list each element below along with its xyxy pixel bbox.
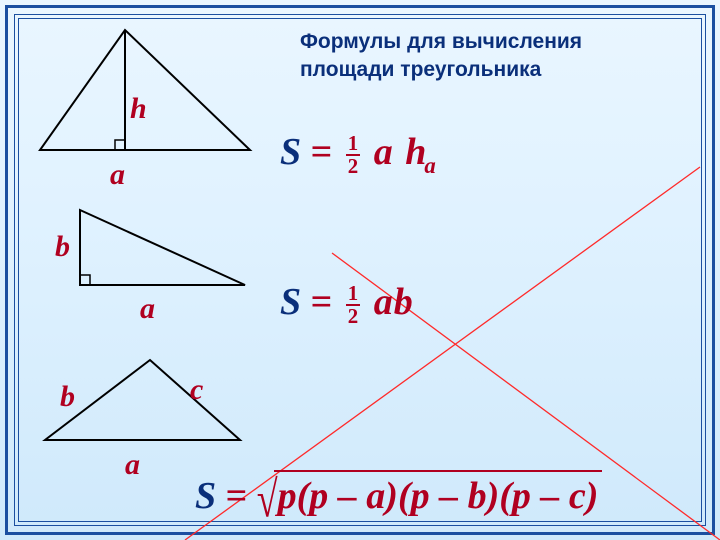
tri2-label-b: b: [55, 230, 70, 264]
formula-3: S = √p(p – a)(p – b)(p – c): [195, 470, 602, 518]
f1-sub-a: a: [424, 153, 435, 178]
tri3-label-b: b: [60, 380, 75, 414]
sqrt-icon: √: [257, 470, 278, 529]
f1-half-num: 1: [346, 133, 360, 156]
f2-half: 1 2: [346, 283, 360, 327]
formula-2: S = 1 2 ab: [280, 280, 413, 327]
f2-b: b: [394, 281, 413, 323]
formula-1: S = 1 2 a ha: [280, 130, 436, 179]
tri2-label-a: a: [140, 292, 155, 326]
f2-eq: =: [311, 281, 342, 323]
f1-half-den: 2: [346, 156, 360, 177]
tri3-label-c: c: [190, 373, 203, 407]
triangle-2: [80, 210, 245, 285]
diagram-stage: [0, 0, 720, 540]
f1-S: S: [280, 131, 301, 173]
tri1-label-h: h: [130, 92, 147, 126]
f1-eq: =: [311, 131, 342, 173]
f1-half: 1 2: [346, 133, 360, 177]
f1-a: a: [374, 131, 393, 173]
f3-eq: =: [226, 475, 248, 517]
f2-S: S: [280, 281, 301, 323]
f3-S: S: [195, 475, 216, 517]
triangle-1: [40, 30, 250, 150]
right-angle-mark-1: [115, 140, 125, 150]
f2-half-den: 2: [346, 306, 360, 327]
f2-half-num: 1: [346, 283, 360, 306]
tri3-label-a: a: [125, 448, 140, 482]
f3-expr: p(p – a)(p – b)(p – c): [274, 470, 603, 518]
tri1-label-a: a: [110, 158, 125, 192]
f2-a: a: [374, 281, 393, 323]
right-angle-mark-2: [80, 275, 90, 285]
